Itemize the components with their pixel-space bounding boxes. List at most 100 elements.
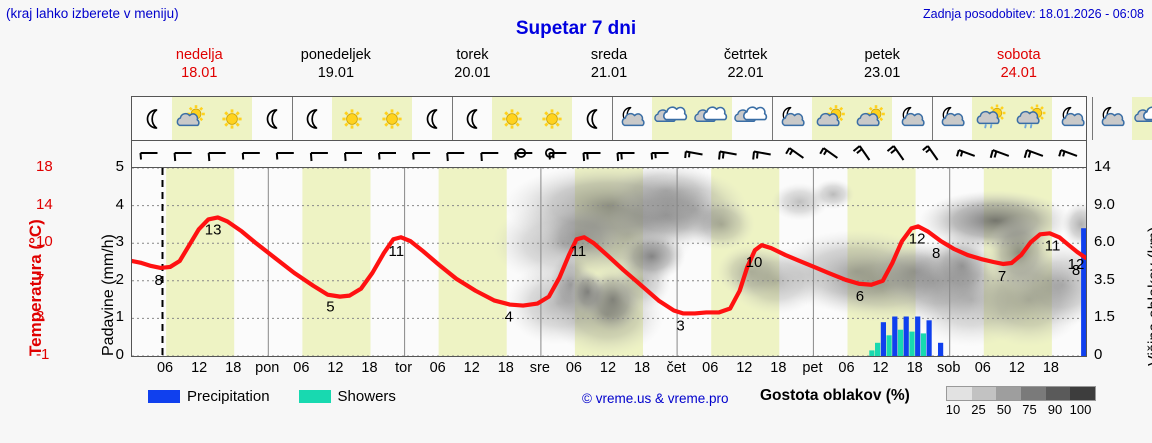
weather-icon-cell xyxy=(892,97,932,140)
weather-icon-cell xyxy=(852,97,892,140)
x-tick-label: čet xyxy=(666,360,686,376)
day-separator xyxy=(1092,97,1093,140)
svg-text:11: 11 xyxy=(1045,237,1061,254)
x-tick-label: 06 xyxy=(429,360,446,376)
temp-tick: 3 xyxy=(36,308,45,326)
weather-icon-cell xyxy=(572,97,612,140)
cloud-density-band xyxy=(1021,387,1046,400)
temperature-axis-title: Temperatura (°C) xyxy=(26,219,45,356)
day-header-ponedeljek: ponedeljek 19.01 xyxy=(268,46,405,88)
moon-icon xyxy=(586,108,598,129)
weather-icon-cell xyxy=(132,97,172,140)
day-separator xyxy=(932,97,933,140)
page-title: Supetar 7 dni xyxy=(515,18,637,39)
weather-icon-cell xyxy=(252,97,292,140)
x-tick-label: 18 xyxy=(497,360,514,376)
cloud-icon xyxy=(694,105,728,122)
cloud-density-tick: 50 xyxy=(996,402,1012,417)
moon-icon xyxy=(426,108,438,129)
cloud-icon xyxy=(654,105,688,122)
moon-cloud-icon xyxy=(621,106,645,126)
cloud-tick: 14 xyxy=(1094,158,1111,175)
precipitation-ticks: 5 4 3 2 1 0 xyxy=(104,158,126,363)
legend-label-showers: Showers xyxy=(337,388,396,405)
legend-item-showers: Showers xyxy=(298,388,396,405)
day-date: 21.01 xyxy=(590,65,628,81)
svg-text:11: 11 xyxy=(571,243,587,260)
cloud-icon xyxy=(1134,105,1152,122)
x-tick-label: 18 xyxy=(225,360,242,376)
svg-text:8: 8 xyxy=(932,245,940,262)
x-tick-label: 18 xyxy=(770,360,787,376)
showers-swatch xyxy=(298,390,331,403)
svg-text:6: 6 xyxy=(856,288,864,305)
sun-icon xyxy=(382,108,402,129)
cloud-density-tick: 90 xyxy=(1047,402,1063,417)
x-tick-label: 12 xyxy=(1008,360,1025,376)
svg-text:8: 8 xyxy=(155,272,163,289)
x-tick-label: 12 xyxy=(327,360,344,376)
cloud-density-tick: 25 xyxy=(971,402,986,417)
weather-icon-cell xyxy=(772,97,812,140)
day-separator xyxy=(772,97,773,140)
moon-icon xyxy=(266,108,278,129)
x-tick-label: 06 xyxy=(156,360,174,376)
cloud-density-tick: 100 xyxy=(1069,402,1092,417)
cloud-tick: 3.5 xyxy=(1094,270,1115,288)
precipitation-legend: Precipitation Showers xyxy=(148,388,418,405)
x-tick-label: 18 xyxy=(1042,360,1059,376)
cloud-density-band xyxy=(1070,387,1096,400)
weather-icon-cell xyxy=(452,97,492,140)
day-name: nedelja xyxy=(175,47,223,63)
x-tick-label: 12 xyxy=(191,360,208,376)
x-axis-labels: 06 12 18 pon 06 12 18 tor 06 12 18 sre 06 12 18 čet 06 12… xyxy=(131,360,1087,378)
precip-tick: 5 xyxy=(115,158,124,175)
svg-text:8: 8 xyxy=(1072,262,1080,279)
precip-tick: 1 xyxy=(115,308,124,326)
day-date: 24.01 xyxy=(1000,65,1037,81)
x-tick-label: 12 xyxy=(736,360,753,376)
day-date: 22.01 xyxy=(727,65,764,81)
weather-icon-cell xyxy=(492,97,532,140)
cloud-height-axis-title: Višina oblakov (km) xyxy=(1146,226,1152,366)
precip-tick: 4 xyxy=(115,195,124,213)
day-date: 18.01 xyxy=(181,65,218,81)
svg-text:7: 7 xyxy=(998,268,1006,285)
day-name: sobota xyxy=(996,47,1041,63)
cloud-density-band xyxy=(1045,387,1071,400)
sun-cloud-icon xyxy=(816,104,845,126)
day-separator xyxy=(292,97,293,140)
x-tick-label: 06 xyxy=(838,360,855,376)
weather-icon-cell xyxy=(652,97,692,140)
moon-icon xyxy=(466,108,478,129)
weather-icon-cell xyxy=(1012,97,1052,140)
weather-icon-cell xyxy=(412,97,452,140)
x-tick-label: tor xyxy=(395,360,413,376)
credit-link[interactable]: © vreme.us & vreme.pro xyxy=(582,391,729,406)
cloud-icon xyxy=(734,105,768,122)
sun-icon xyxy=(342,108,362,129)
cloud-tick: 6.0 xyxy=(1094,233,1115,251)
weather-icon-cell xyxy=(932,97,972,140)
svg-text:4: 4 xyxy=(505,309,513,326)
svg-text:10: 10 xyxy=(746,254,763,271)
cloud-density-tick: 10 xyxy=(945,402,961,417)
cloud-density-band xyxy=(996,387,1022,400)
cloud-density-tick: 75 xyxy=(1022,402,1037,417)
x-tick-label: 18 xyxy=(633,360,651,376)
x-tick-label: sob xyxy=(937,360,961,376)
temp-tick: 10 xyxy=(36,233,53,251)
wind-barb-row xyxy=(131,141,1087,167)
sun-icon xyxy=(222,108,242,129)
cloud-density-scale-labels: 10 25 50 75 90 100 xyxy=(941,402,1101,418)
svg-text:12: 12 xyxy=(1068,256,1085,273)
temp-tick: 7 xyxy=(36,270,45,288)
temp-tick: 14 xyxy=(36,195,53,213)
weather-icon-cell xyxy=(172,97,212,140)
moon-cloud-icon xyxy=(941,106,965,126)
cloud-density-legend-title: Gostota oblakov (%) xyxy=(760,387,910,404)
x-tick-label: pet xyxy=(802,360,823,376)
meteogram-plot: 8 13 5 11 4 11 3 10 6 12 7 11 8 12 8 xyxy=(131,167,1087,357)
weather-icon-cell xyxy=(532,97,572,140)
legend-item-precipitation: Precipitation xyxy=(148,388,270,405)
